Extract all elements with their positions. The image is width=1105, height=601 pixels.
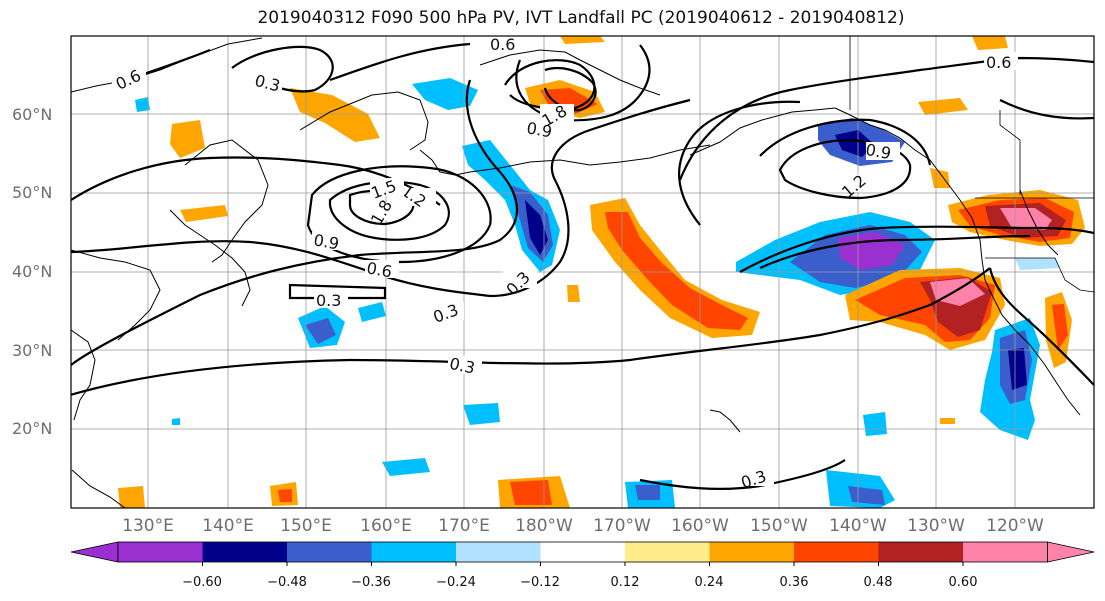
lon-label: 150°W [750, 516, 808, 536]
colorbar-segment [202, 542, 288, 562]
colorbar-tick-label: −0.12 [520, 575, 560, 590]
lon-label: 130°E [122, 516, 174, 536]
colorbar-tick-label: 0.48 [864, 575, 893, 590]
lat-label: 40°N [12, 262, 52, 281]
lon-label: 140°W [829, 516, 887, 536]
ivt-shading [118, 36, 1085, 508]
coastlines [71, 37, 1081, 508]
lon-label: 140°E [202, 516, 254, 536]
colorbar-segment [625, 542, 710, 562]
colorbar-tick-label: −0.60 [182, 575, 222, 590]
lon-label: 160°E [360, 516, 412, 536]
longitude-labels: 130°E 140°E 150°E 160°E 170°E 180°W 170°… [122, 516, 1044, 536]
colorbar [70, 541, 1095, 563]
lon-label: 130°W [907, 516, 965, 536]
lat-label: 50°N [12, 183, 52, 202]
colorbar-tick-label: 0.12 [611, 575, 640, 590]
colorbar-segment [878, 542, 964, 562]
colorbar-tick-label: −0.36 [351, 575, 391, 590]
colorbar-segment [963, 542, 1048, 562]
colorbar-frame [117, 541, 1048, 563]
latitude-labels: 60°N 50°N 40°N 30°N 20°N [12, 105, 52, 438]
colorbar-segment [794, 542, 879, 562]
colorbar-ticks: −0.60 −0.48 −0.36 −0.24 −0.12 0.12 0.24 … [182, 562, 977, 590]
colorbar-segment [456, 542, 541, 562]
contour-label-0.9: 0.9 [312, 230, 340, 253]
pv-contour-labels: 0.3 0.6 0.6 0.6 0.9 0.6 0.3 0.3 0.3 0.3 … [112, 34, 1018, 492]
lat-label: 60°N [12, 105, 52, 124]
lat-label: 20°N [12, 419, 52, 438]
colorbar-extend-high [1047, 541, 1095, 563]
contour-label-0.9: 0.9 [864, 140, 892, 163]
contour-label-0.9: 0.9 [525, 118, 553, 141]
lon-label: 170°E [438, 516, 490, 536]
lon-label: 120°W [986, 516, 1044, 536]
contour-label-0.6: 0.6 [365, 258, 393, 281]
colorbar-segment [540, 542, 626, 562]
lon-label: 180°W [515, 516, 573, 536]
page-title: 2019040312 F090 500 hPa PV, IVT Landfall… [257, 8, 905, 28]
political-boundaries [849, 36, 1094, 293]
colorbar-segment [371, 542, 457, 562]
lat-label: 30°N [12, 341, 52, 360]
lon-label: 150°E [280, 516, 332, 536]
negative-anomaly-regions [135, 78, 1060, 508]
contour-label-0.3: 0.3 [316, 291, 341, 310]
map-frame [70, 35, 1095, 509]
contour-label-0.3: 0.3 [448, 354, 477, 378]
colorbar-tick-label: 0.60 [949, 575, 978, 590]
contour-label-0.6: 0.6 [986, 53, 1011, 72]
colorbar-segment [287, 542, 372, 562]
colorbar-tick-label: −0.48 [267, 575, 307, 590]
colorbar-segment [709, 542, 795, 562]
colorbar-tick-label: −0.24 [436, 575, 476, 590]
colorbar-segment [118, 542, 203, 562]
lon-label: 170°W [593, 516, 651, 536]
lon-label: 160°W [671, 516, 729, 536]
colorbar-tick-label: 0.36 [780, 575, 809, 590]
pv-contours [71, 42, 1094, 490]
colorbar-tick-label: 0.24 [695, 575, 724, 590]
contour-label-0.6: 0.6 [490, 35, 515, 54]
gridlines [71, 36, 1094, 508]
colorbar-extend-low [70, 541, 119, 563]
